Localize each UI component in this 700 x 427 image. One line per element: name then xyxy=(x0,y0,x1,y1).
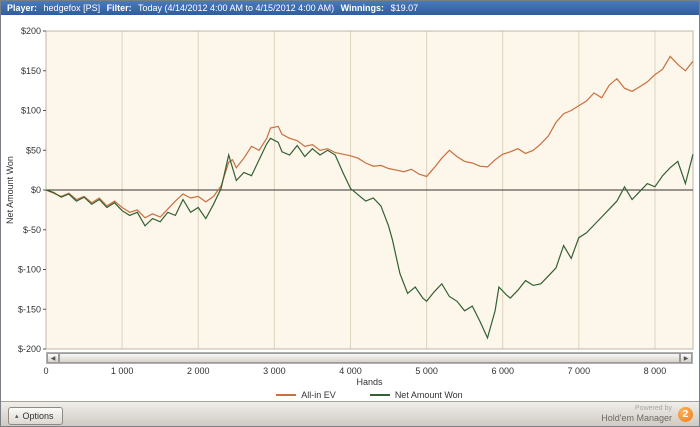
y-tick-label: $-50 xyxy=(23,225,41,235)
options-button-label: Options xyxy=(22,411,54,421)
y-tick-label: $-150 xyxy=(18,304,41,314)
x-axis-label: Hands xyxy=(356,377,383,387)
x-tick-label: 2 000 xyxy=(186,366,210,376)
x-tick-label: 4 000 xyxy=(339,366,362,376)
y-tick-label: $-200 xyxy=(18,344,41,354)
winnings-value: $19.07 xyxy=(390,3,419,13)
brand-name: Hold'em Manager xyxy=(601,413,672,423)
legend-label-allin-ev: All-in EV xyxy=(301,390,336,400)
chart-area: $200 $150 $100 $50 $0 $-50 $-100 $-150 $-200 Net… xyxy=(1,15,699,401)
collapse-arrow-icon: ▴ xyxy=(15,413,19,420)
player-value: hedgefox [PS] xyxy=(43,3,101,13)
legend-item-allin-ev: All-in EV xyxy=(276,390,336,400)
y-tick-label: $200 xyxy=(21,26,41,36)
x-tick-label: 8 000 xyxy=(643,366,667,376)
horizontal-scrollbar[interactable]: ◀ ▶ xyxy=(46,352,693,364)
bottom-bar: ▴ Options Powered by Hold'em Manager 2 xyxy=(1,401,699,426)
winnings-label: Winnings: xyxy=(340,3,385,13)
y-tick-label: $0 xyxy=(31,185,41,195)
holdem-manager-logo-icon: 2 xyxy=(678,406,693,422)
powered-by-label: Powered by xyxy=(635,405,672,412)
x-axis-ticks: 0 1 000 2 000 3 000 4 000 5 000 6 000 7 000 8 00… xyxy=(1,366,699,376)
series-line-1 xyxy=(45,137,694,340)
y-axis-label: Net Amount Won xyxy=(5,156,15,224)
allin-ev-line-swatch xyxy=(276,394,297,396)
y-tick-label: $150 xyxy=(21,66,41,76)
scroll-right-button[interactable]: ▶ xyxy=(680,353,692,363)
graph-title-bar: Player: hedgefox [PS] Filter: Today (4/1… xyxy=(1,1,699,15)
scroll-left-button[interactable]: ◀ xyxy=(47,353,59,363)
x-tick-label: 3 000 xyxy=(263,366,286,376)
y-tick-label: $100 xyxy=(21,106,41,116)
filter-label: Filter: xyxy=(106,3,132,13)
legend-label-net-amount-won: Net Amount Won xyxy=(394,390,463,400)
x-tick-label: 5 000 xyxy=(415,366,438,376)
powered-by-block: Powered by Hold'em Manager 2 xyxy=(601,404,693,424)
options-button[interactable]: ▴ Options xyxy=(8,407,63,425)
x-tick-label: 0 xyxy=(43,366,49,376)
filter-value: Today (4/14/2012 4:00 AM to 4/15/2012 4:… xyxy=(137,3,335,13)
legend-item-net-amount-won: Net Amount Won xyxy=(369,390,463,400)
series-line-0 xyxy=(45,55,694,219)
scrollbar-thumb[interactable] xyxy=(59,353,680,363)
player-label: Player: xyxy=(7,3,38,13)
net-amount-won-line-swatch xyxy=(369,394,390,396)
y-tick-label: $-100 xyxy=(18,265,41,275)
x-tick-label: 6 000 xyxy=(491,366,514,376)
x-tick-label: 7 000 xyxy=(567,366,591,376)
plot-svg: $200 $150 $100 $50 $0 $-50 $-100 $-150 $-200 xyxy=(18,26,694,354)
y-tick-label: $50 xyxy=(26,145,41,155)
x-tick-label: 1 000 xyxy=(110,366,134,376)
chart-legend: All-in EV Net Amount Won xyxy=(46,390,693,400)
